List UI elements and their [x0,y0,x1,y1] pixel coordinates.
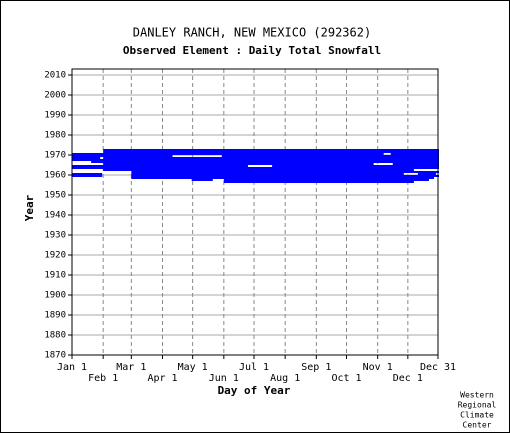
data-range [272,165,440,167]
footer-text: Western [460,391,494,400]
y-tick-label: 1970 [44,151,66,161]
y-tick-label: 1940 [44,211,66,221]
chart-subtitle: Observed Element : Daily Total Snowfall [123,44,381,57]
x-tick-label: Feb 1 [88,373,118,384]
data-range [392,163,440,165]
data-range [103,169,414,171]
footer-text: Regional [458,401,497,410]
x-tick-label: Apr 1 [147,373,177,384]
y-tick-label: 1920 [44,251,66,261]
data-range [223,181,414,183]
data-range [72,173,103,175]
data-range [103,151,440,153]
chart-title: DANLEY RANCH, NEW MEXICO (292362) [133,26,371,40]
y-tick-label: 2000 [44,91,66,101]
data-range [72,159,440,161]
x-tick-label: May 1 [178,362,208,373]
data-range [72,157,101,159]
data-range [131,173,404,175]
data-range [103,149,440,151]
x-tick-label: Jun 1 [209,373,239,384]
y-tick-label: 1930 [44,231,66,241]
data-range [103,163,374,165]
footer-text: Climate [460,411,494,420]
data-range [72,167,440,169]
data-range [131,171,440,173]
x-tick-label: Jul 1 [239,362,269,373]
y-tick-label: 1980 [44,131,66,141]
y-tick-label: 1900 [44,291,66,301]
data-range [131,175,440,177]
y-tick-label: 2010 [44,71,66,81]
x-tick-label: Dec 1 [393,373,423,384]
data-range [91,161,440,163]
y-tick-label: 1870 [44,351,66,361]
y-tick-label: 1990 [44,111,66,121]
data-range [131,177,434,179]
data-range [390,153,440,155]
data-range [72,155,173,157]
data-range [417,173,436,175]
data-range [103,157,440,159]
y-tick-label: 1960 [44,171,66,181]
x-tick-label: Nov 1 [363,362,393,373]
x-tick-label: Sep 1 [301,362,331,373]
x-axis-label: Day of Year [218,384,291,397]
x-tick-label: Aug 1 [270,373,300,384]
x-tick-label: Dec 31 [420,362,456,373]
data-range [221,155,440,157]
x-tick-label: Oct 1 [331,373,361,384]
x-tick-label: Jan 1 [57,362,87,373]
data-range [191,179,213,181]
y-tick-label: 1890 [44,311,66,321]
y-tick-label: 1910 [44,271,66,281]
plot-frame [71,68,439,356]
y-tick-label: 1950 [44,191,66,201]
footer-text: Center [463,421,492,430]
y-tick-label: 1880 [44,331,66,341]
data-range [72,165,248,167]
data-range [223,179,429,181]
data-range [72,153,384,155]
y-axis-label: Year [23,194,36,221]
data-range [72,175,103,177]
x-tick-label: Mar 1 [116,362,146,373]
